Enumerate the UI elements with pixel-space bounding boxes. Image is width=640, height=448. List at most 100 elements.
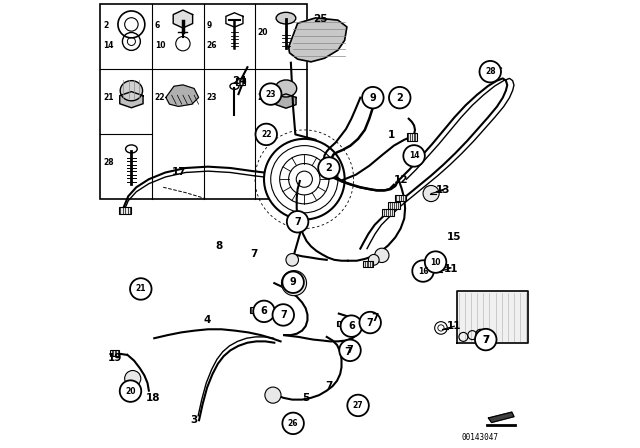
Circle shape bbox=[389, 87, 410, 108]
Text: 2: 2 bbox=[103, 21, 108, 30]
Text: 12: 12 bbox=[394, 175, 408, 185]
Circle shape bbox=[360, 312, 381, 333]
Text: 7: 7 bbox=[483, 335, 489, 345]
Bar bbox=[236, 78, 244, 85]
Text: 28: 28 bbox=[485, 67, 495, 76]
Circle shape bbox=[479, 61, 501, 82]
Bar bbox=[119, 207, 131, 214]
Circle shape bbox=[340, 315, 362, 337]
Circle shape bbox=[286, 254, 298, 266]
Circle shape bbox=[287, 211, 308, 233]
Bar bbox=[266, 307, 274, 313]
Text: 20: 20 bbox=[258, 28, 268, 37]
Text: 24: 24 bbox=[232, 76, 246, 86]
Circle shape bbox=[475, 329, 497, 350]
Circle shape bbox=[348, 395, 369, 416]
Circle shape bbox=[318, 157, 340, 179]
Circle shape bbox=[130, 278, 152, 300]
Text: 2: 2 bbox=[396, 93, 403, 103]
Circle shape bbox=[412, 260, 434, 282]
Polygon shape bbox=[276, 94, 296, 108]
Bar bbox=[110, 349, 119, 357]
Text: 26: 26 bbox=[288, 419, 298, 428]
Text: 22: 22 bbox=[261, 130, 271, 139]
Text: 10: 10 bbox=[155, 41, 165, 51]
Circle shape bbox=[423, 185, 439, 202]
Text: 16: 16 bbox=[418, 267, 428, 276]
Text: 6: 6 bbox=[260, 306, 268, 316]
Text: 8: 8 bbox=[216, 241, 223, 251]
Text: 27: 27 bbox=[258, 93, 268, 102]
Text: 14: 14 bbox=[103, 41, 114, 51]
Text: 7: 7 bbox=[482, 335, 490, 345]
Text: 7: 7 bbox=[280, 310, 287, 320]
Ellipse shape bbox=[120, 81, 143, 101]
Text: 7: 7 bbox=[325, 381, 333, 391]
Text: 7: 7 bbox=[347, 345, 353, 355]
Circle shape bbox=[260, 83, 282, 105]
Circle shape bbox=[273, 304, 294, 326]
Text: 7: 7 bbox=[367, 318, 374, 327]
Text: 9: 9 bbox=[206, 21, 211, 30]
Circle shape bbox=[282, 271, 307, 296]
Bar bbox=[484, 334, 494, 340]
Bar bbox=[100, 4, 307, 199]
Text: 23: 23 bbox=[266, 90, 276, 99]
Circle shape bbox=[425, 251, 446, 273]
Text: 6: 6 bbox=[155, 21, 160, 30]
Circle shape bbox=[415, 264, 429, 278]
Polygon shape bbox=[120, 92, 143, 108]
Text: 26: 26 bbox=[206, 41, 217, 51]
Text: 9: 9 bbox=[369, 93, 376, 103]
Text: 10: 10 bbox=[430, 258, 441, 267]
Text: 11: 11 bbox=[447, 321, 461, 331]
Bar bbox=[337, 321, 346, 326]
Text: 2: 2 bbox=[326, 163, 332, 173]
Text: 5: 5 bbox=[302, 393, 309, 403]
Text: 28: 28 bbox=[103, 158, 114, 167]
Polygon shape bbox=[488, 412, 514, 422]
Polygon shape bbox=[289, 18, 347, 62]
Circle shape bbox=[255, 124, 277, 145]
Circle shape bbox=[282, 413, 304, 434]
Text: 17: 17 bbox=[172, 168, 186, 177]
Circle shape bbox=[403, 145, 425, 167]
Circle shape bbox=[265, 387, 281, 403]
Polygon shape bbox=[457, 291, 529, 343]
Text: 7: 7 bbox=[371, 313, 378, 323]
Text: 3: 3 bbox=[190, 415, 197, 425]
Text: 27: 27 bbox=[353, 401, 364, 410]
Text: 7: 7 bbox=[294, 217, 301, 227]
Text: 7: 7 bbox=[250, 250, 257, 259]
Ellipse shape bbox=[276, 13, 296, 24]
Bar bbox=[383, 209, 394, 216]
Circle shape bbox=[339, 340, 361, 361]
Polygon shape bbox=[166, 85, 198, 107]
Bar bbox=[276, 307, 285, 313]
Text: 7: 7 bbox=[344, 347, 351, 357]
Text: 23: 23 bbox=[206, 93, 217, 102]
Text: 20: 20 bbox=[125, 387, 136, 396]
Circle shape bbox=[369, 254, 379, 265]
Ellipse shape bbox=[275, 80, 297, 97]
Text: 6: 6 bbox=[348, 321, 355, 331]
Circle shape bbox=[374, 248, 389, 263]
Text: 11: 11 bbox=[444, 264, 458, 274]
Text: 9: 9 bbox=[290, 277, 296, 287]
Text: 22: 22 bbox=[155, 93, 165, 102]
Circle shape bbox=[125, 370, 141, 387]
Circle shape bbox=[282, 271, 304, 293]
Text: 1: 1 bbox=[388, 130, 396, 140]
Bar bbox=[348, 321, 356, 326]
Bar bbox=[395, 194, 406, 201]
Bar bbox=[388, 202, 399, 208]
Text: 18: 18 bbox=[146, 393, 161, 403]
Text: 14: 14 bbox=[409, 151, 419, 160]
Text: 00143047: 00143047 bbox=[462, 433, 499, 442]
Bar bbox=[407, 133, 417, 141]
Circle shape bbox=[427, 255, 442, 269]
Circle shape bbox=[264, 139, 345, 220]
Text: 21: 21 bbox=[136, 284, 146, 293]
Text: 13: 13 bbox=[436, 185, 451, 195]
Circle shape bbox=[362, 87, 383, 108]
